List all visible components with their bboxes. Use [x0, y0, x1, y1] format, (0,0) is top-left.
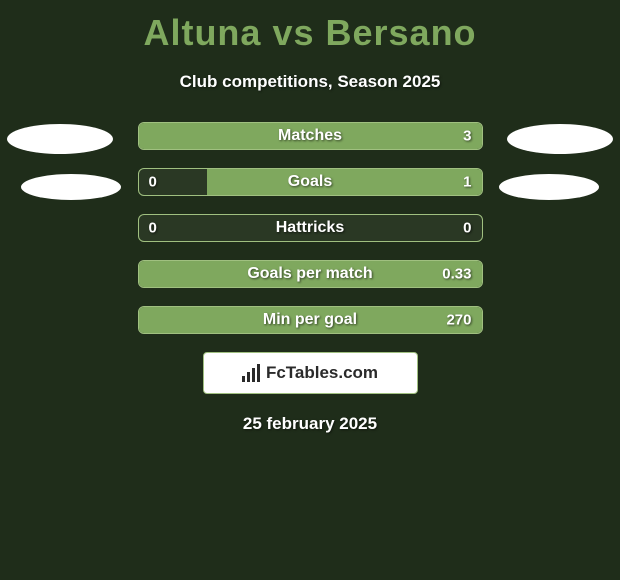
player-ellipse-bottom-left	[21, 174, 121, 200]
branding-box: FcTables.com	[203, 352, 418, 394]
bar-value-right: 0.33	[442, 266, 471, 283]
branding-text: FcTables.com	[266, 363, 378, 383]
stat-bar: Min per goal270	[138, 306, 483, 334]
player-ellipse-bottom-right	[499, 174, 599, 200]
bar-value-right: 3	[463, 128, 471, 145]
subtitle: Club competitions, Season 2025	[0, 72, 620, 92]
stats-area: Matches30Goals10Hattricks0Goals per matc…	[0, 122, 620, 334]
chart-icon	[242, 364, 260, 382]
bar-label: Matches	[139, 127, 482, 145]
stat-bar: Goals per match0.33	[138, 260, 483, 288]
player-ellipse-top-right	[507, 124, 613, 154]
stat-bar: 0Goals1	[138, 168, 483, 196]
stat-bar: 0Hattricks0	[138, 214, 483, 242]
page-title: Altuna vs Bersano	[0, 0, 620, 54]
bar-value-right: 270	[446, 312, 471, 329]
date-text: 25 february 2025	[0, 414, 620, 434]
stat-bar: Matches3	[138, 122, 483, 150]
bar-label: Goals	[139, 173, 482, 191]
bar-value-right: 0	[463, 220, 471, 237]
bar-label: Hattricks	[139, 219, 482, 237]
player-ellipse-top-left	[7, 124, 113, 154]
bar-label: Goals per match	[139, 265, 482, 283]
bar-value-right: 1	[463, 174, 471, 191]
bars-container: Matches30Goals10Hattricks0Goals per matc…	[0, 122, 620, 334]
bar-label: Min per goal	[139, 311, 482, 329]
